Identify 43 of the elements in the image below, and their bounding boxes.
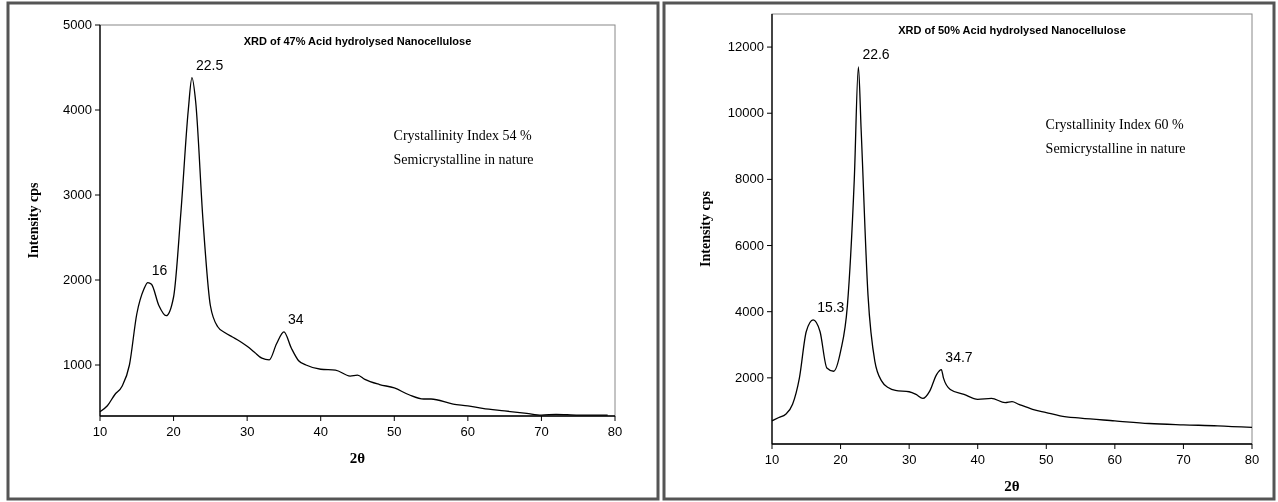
annotation: 34 bbox=[287, 310, 304, 327]
x-tick-label: 30 bbox=[239, 424, 255, 439]
x-tick-label: 20 bbox=[166, 424, 181, 439]
text: XRD of 47% Acid hydrolysed Nanocellulose bbox=[243, 35, 472, 47]
x-tick-label: 50 bbox=[387, 424, 402, 439]
annotation: 15.3 bbox=[817, 298, 845, 315]
y-tick-label: 12000 bbox=[727, 39, 764, 55]
x-tick-label: 60 bbox=[460, 424, 476, 439]
x-tick-label: 70 bbox=[1176, 452, 1191, 467]
y-axis-title: Intensity cps bbox=[26, 182, 41, 259]
x-axis-title: 2θ bbox=[1004, 478, 1020, 494]
y-tick-label: 2000 bbox=[735, 369, 764, 385]
annotation: Semicrystalline in nature bbox=[1045, 141, 1186, 156]
text: XRD of 50% Acid hydrolysed Nanocellulose bbox=[898, 24, 1126, 36]
x-tick-label: 10 bbox=[764, 452, 780, 467]
y-tick-label: 8000 bbox=[735, 171, 764, 187]
x-tick-label: 60 bbox=[1107, 452, 1123, 467]
x-tick-label: 30 bbox=[901, 452, 917, 467]
y-tick-label: 3000 bbox=[63, 187, 92, 202]
x-axis-title: 2θ bbox=[349, 450, 366, 466]
x-tick-label: 40 bbox=[970, 452, 985, 467]
y-axis-title: Intensity cps bbox=[698, 190, 713, 267]
x-tick-label: 40 bbox=[313, 424, 328, 439]
y-tick-label: 10000 bbox=[727, 105, 764, 121]
x-tick-label: 80 bbox=[1244, 452, 1260, 467]
annotation: Semicrystalline in nature bbox=[393, 152, 534, 167]
y-tick-label: 1000 bbox=[63, 357, 92, 372]
annotation: Crystallinity Index 60 % bbox=[1045, 117, 1184, 132]
y-tick-label: 6000 bbox=[735, 237, 764, 253]
y-tick-label: 5000 bbox=[63, 17, 92, 32]
x-tick-label: 70 bbox=[534, 424, 549, 439]
annotation: 22.5 bbox=[195, 56, 224, 73]
y-tick-label: 4000 bbox=[63, 102, 92, 117]
annotation: 22.6 bbox=[862, 45, 890, 62]
y-tick-label: 4000 bbox=[735, 303, 764, 319]
annotation: 16 bbox=[151, 261, 168, 278]
y-tick-label: 2000 bbox=[63, 272, 92, 287]
x-tick-label: 20 bbox=[833, 452, 848, 467]
x-tick-label: 10 bbox=[92, 424, 108, 439]
annotation: Crystallinity Index 54 % bbox=[393, 128, 532, 143]
x-tick-label: 80 bbox=[607, 424, 623, 439]
annotation: 34.7 bbox=[945, 348, 973, 365]
x-tick-label: 50 bbox=[1039, 452, 1054, 467]
